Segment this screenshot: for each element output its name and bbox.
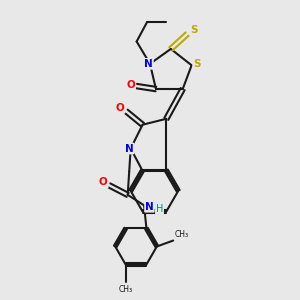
Text: O: O [116,103,125,113]
Text: CH₃: CH₃ [175,230,189,239]
Text: S: S [190,25,197,34]
Text: N: N [144,59,153,69]
Text: N: N [145,202,154,212]
Text: N: N [125,143,134,154]
Text: S: S [193,59,201,69]
Text: H: H [156,204,163,214]
Text: O: O [126,80,135,90]
Text: CH₃: CH₃ [118,285,133,294]
Text: O: O [99,177,108,188]
